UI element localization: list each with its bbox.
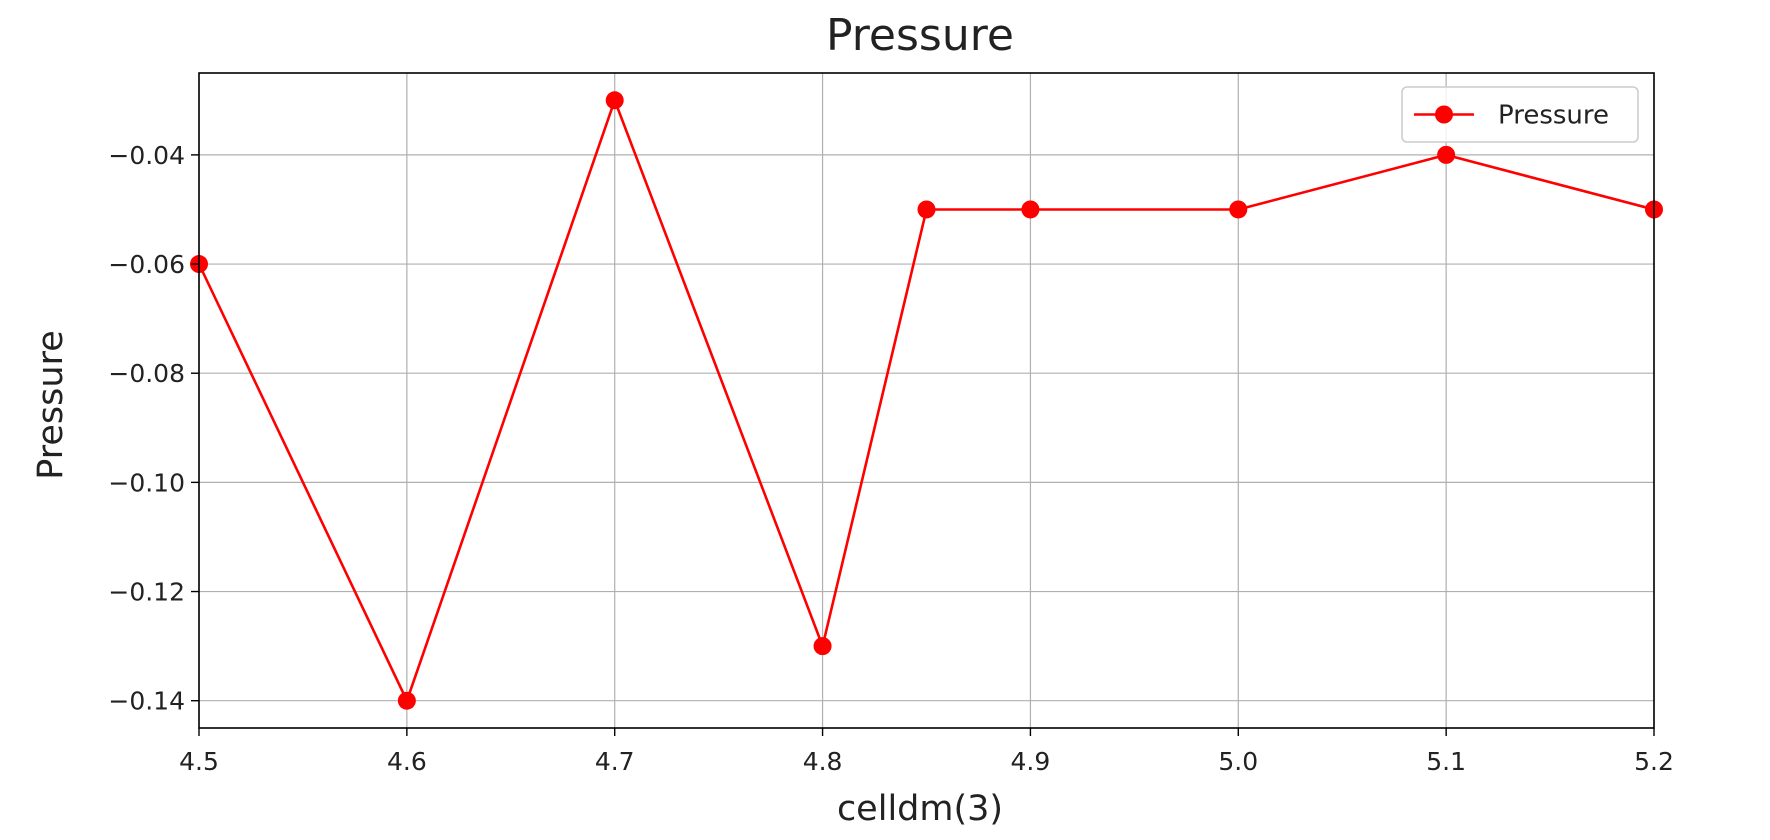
y-tick-label: −0.12 <box>108 578 185 607</box>
y-axis: −0.04 −0.06 −0.08 −0.10 −0.12 −0.14 <box>108 141 199 716</box>
data-point <box>397 691 416 710</box>
legend-box <box>1401 86 1639 143</box>
y-tick-label: −0.08 <box>108 359 185 388</box>
y-tick-label: −0.04 <box>108 141 185 170</box>
plot-frame <box>198 72 1655 729</box>
y-tick-label: −0.14 <box>108 687 185 716</box>
series-layer <box>190 91 1663 710</box>
x-tick-label: 4.5 <box>179 747 219 776</box>
x-tick-label: 4.7 <box>595 747 635 776</box>
x-tick-label: 4.9 <box>1011 747 1051 776</box>
x-tick-label: 5.2 <box>1634 747 1674 776</box>
y-tick-label: −0.10 <box>108 468 185 497</box>
series-line <box>197 99 1655 703</box>
y-tick-label: −0.06 <box>108 250 185 279</box>
grid-lines <box>198 73 1655 728</box>
y-axis-label: Pressure <box>31 330 71 479</box>
data-point <box>1437 145 1456 164</box>
legend-marker <box>1435 105 1453 124</box>
legend-label: Pressure <box>1498 101 1609 131</box>
x-tick-label: 5.0 <box>1218 747 1258 776</box>
data-point <box>605 91 624 110</box>
data-point <box>1021 200 1040 219</box>
data-point <box>917 200 936 219</box>
x-tick-label: 5.1 <box>1426 747 1466 776</box>
x-axis: 4.5 4.6 4.7 4.8 4.9 5.0 5.1 5.2 <box>179 728 1674 776</box>
chart-title: Pressure <box>826 10 1014 61</box>
x-tick-label: 4.8 <box>803 747 843 776</box>
data-point <box>813 637 832 656</box>
x-axis-label: celldm(3) <box>837 789 1003 829</box>
legend: Pressure <box>1401 86 1639 143</box>
data-point <box>1229 200 1248 219</box>
x-tick-label: 4.6 <box>387 747 427 776</box>
